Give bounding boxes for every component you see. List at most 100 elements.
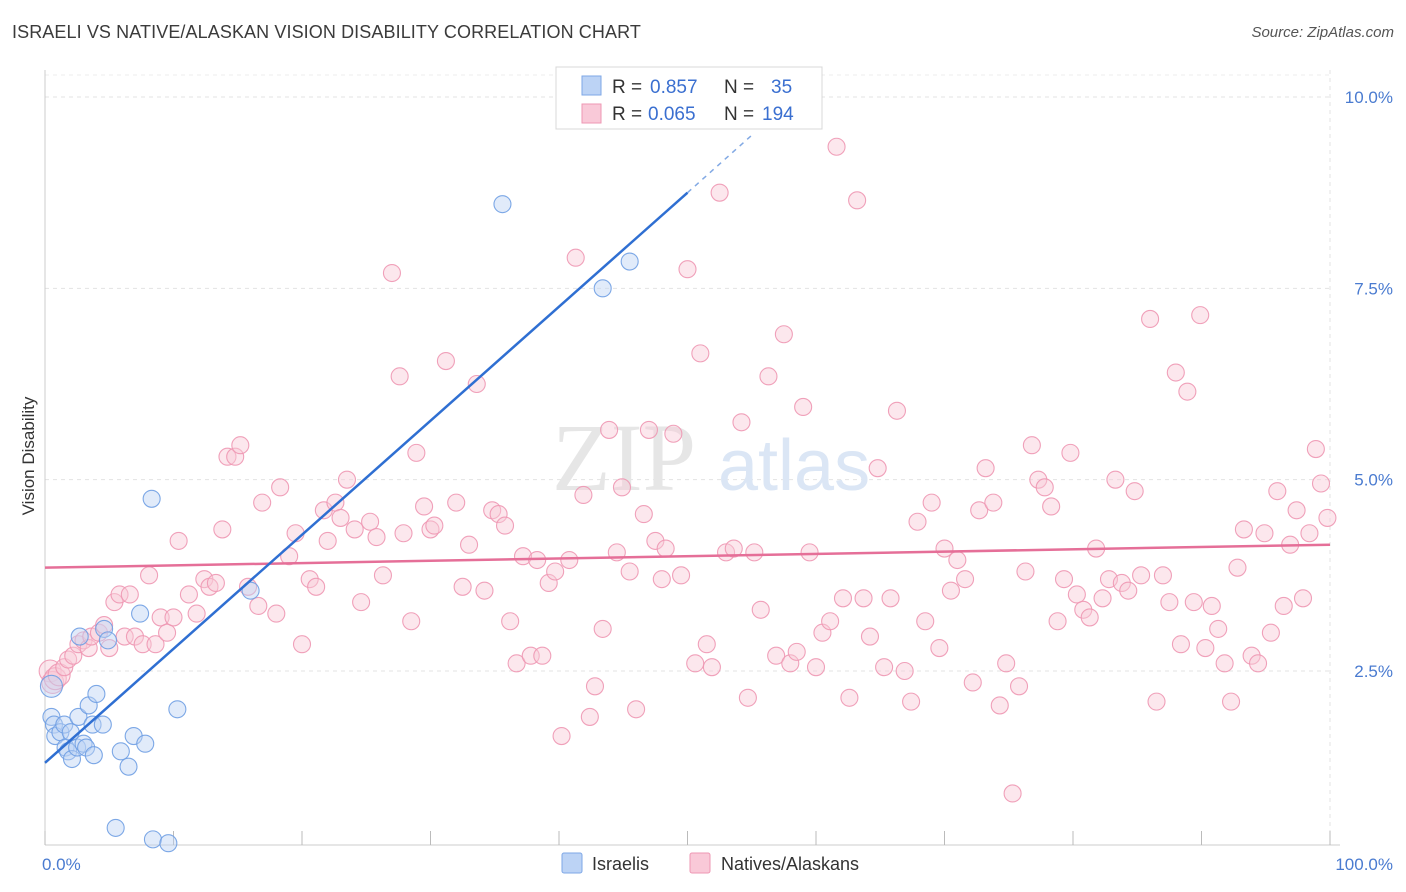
tick-labels: 2.5% 5.0% 7.5% 10.0% 0.0% 100.0% — [42, 88, 1393, 874]
point-natives — [507, 654, 526, 673]
point-natives — [1119, 581, 1138, 600]
point-israelis — [131, 604, 150, 623]
legend-r-label: R = — [612, 104, 642, 125]
point-natives — [691, 344, 710, 363]
point-israelis — [620, 252, 639, 271]
point-israelis — [84, 746, 103, 765]
point-natives — [1093, 589, 1112, 608]
point-natives — [566, 248, 585, 267]
point-natives — [64, 646, 83, 665]
y-tick-label: 5.0% — [1354, 471, 1393, 490]
point-natives — [47, 663, 71, 687]
point-natives — [249, 596, 268, 615]
point-natives — [115, 627, 134, 646]
point-natives — [1035, 478, 1054, 497]
point-natives — [941, 581, 960, 600]
point-israelis — [159, 834, 178, 853]
point-natives — [672, 566, 691, 585]
legend-n-label: N = — [724, 77, 754, 98]
point-natives — [1016, 562, 1035, 581]
point-natives — [447, 493, 466, 512]
trendline-israelis — [44, 191, 689, 764]
point-natives — [382, 263, 402, 283]
point-natives — [702, 658, 721, 677]
point-natives — [970, 501, 989, 520]
series-israelis-points — [39, 195, 639, 853]
point-natives — [1048, 612, 1067, 631]
point-natives — [827, 137, 846, 156]
point-israelis — [106, 818, 125, 837]
point-natives — [307, 577, 326, 596]
point-israelis — [83, 715, 102, 734]
point-natives — [781, 654, 800, 673]
point-natives — [908, 512, 927, 531]
point-natives — [620, 562, 639, 581]
point-natives — [1074, 600, 1093, 619]
point-natives — [1300, 524, 1319, 543]
point-natives — [95, 616, 114, 635]
point-natives — [271, 478, 290, 497]
point-natives — [187, 604, 206, 623]
point-natives — [922, 493, 941, 512]
point-israelis — [168, 700, 187, 719]
point-natives — [821, 612, 840, 631]
point-natives — [1287, 501, 1306, 520]
legend-top: R = 0.857 N = 35 R = 0.065 N = 194 — [555, 66, 823, 130]
x-tick-label: 100.0% — [1335, 855, 1393, 874]
point-israelis — [77, 738, 96, 757]
point-natives — [467, 374, 486, 394]
point-israelis — [143, 830, 162, 849]
point-natives — [1196, 638, 1215, 658]
legend-bottom-label-israelis: Israelis — [592, 854, 649, 874]
point-natives — [646, 531, 665, 550]
point-natives — [407, 443, 426, 462]
point-natives — [546, 562, 565, 581]
point-natives — [120, 585, 139, 604]
point-natives — [533, 646, 552, 665]
point-natives — [373, 566, 393, 585]
point-natives — [639, 420, 659, 439]
trendline-israelis-extension — [687, 134, 753, 194]
point-natives — [800, 543, 819, 562]
point-natives — [916, 612, 935, 631]
point-natives — [724, 539, 743, 558]
point-natives — [1178, 382, 1197, 401]
point-natives — [1029, 470, 1048, 489]
point-natives — [361, 512, 380, 531]
point-natives — [1306, 440, 1325, 459]
point-natives — [984, 493, 1003, 512]
legend-swatch-israelis — [581, 75, 602, 96]
legend-n-value: 194 — [762, 104, 794, 125]
point-natives — [415, 497, 434, 516]
point-israelis — [70, 627, 89, 646]
trendline-natives — [44, 543, 1331, 569]
point-natives — [1067, 585, 1086, 604]
point-natives — [453, 577, 472, 596]
point-natives — [402, 612, 421, 631]
trend-lines — [44, 134, 1331, 764]
chart-title: ISRAELI VS NATIVE/ALASKAN VISION DISABIL… — [12, 22, 641, 42]
point-natives — [1171, 635, 1190, 654]
point-natives — [158, 623, 177, 642]
x-tick-label: 0.0% — [42, 855, 81, 874]
point-natives — [787, 642, 806, 661]
point-israelis — [62, 749, 82, 769]
point-natives — [976, 459, 995, 478]
point-natives — [1141, 309, 1160, 328]
point-natives — [848, 191, 867, 210]
point-natives — [140, 566, 159, 585]
point-natives — [151, 608, 170, 627]
legend-r-value: 0.857 — [650, 77, 698, 98]
point-natives — [133, 635, 152, 654]
point-israelis — [93, 715, 112, 734]
point-natives — [1106, 470, 1125, 489]
point-natives — [1003, 784, 1022, 803]
point-natives — [1274, 596, 1293, 615]
point-israelis — [136, 734, 155, 753]
point-natives — [318, 531, 337, 550]
legend-swatch-natives — [581, 103, 602, 124]
point-natives — [1242, 646, 1261, 665]
point-natives — [574, 485, 593, 505]
point-natives — [367, 528, 386, 547]
